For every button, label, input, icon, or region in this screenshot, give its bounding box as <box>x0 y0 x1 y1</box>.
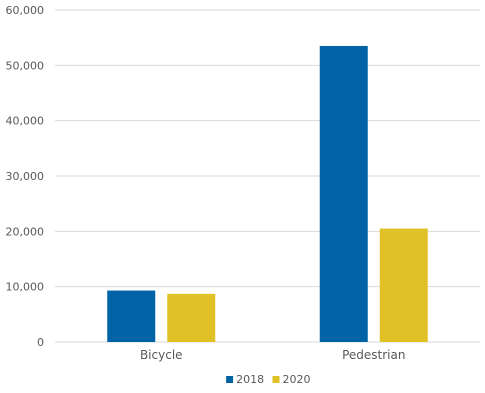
y-tick-label: 40,000 <box>6 115 45 128</box>
bars <box>107 45 428 342</box>
y-tick-label: 60,000 <box>6 4 45 17</box>
y-axis: 0 10,000 20,000 30,000 40,000 50,000 60,000 <box>6 4 45 349</box>
gridlines <box>55 9 480 343</box>
y-tick-label: 0 <box>37 336 44 349</box>
x-category-label: Pedestrian <box>342 348 405 362</box>
x-category-label: Bicycle <box>140 348 183 362</box>
bar-bicycle-2018 <box>107 290 156 342</box>
y-tick-label: 20,000 <box>6 225 45 238</box>
bar-pedestrian-2020 <box>379 228 428 342</box>
x-axis: Bicycle Pedestrian <box>140 348 405 362</box>
bar-bicycle-2020 <box>167 293 216 342</box>
legend: 2018 2020 <box>226 373 311 386</box>
legend-swatch <box>272 376 280 383</box>
legend-label: 2020 <box>283 373 311 386</box>
legend-swatch <box>226 376 234 383</box>
legend-label: 2018 <box>236 373 264 386</box>
y-tick-label: 30,000 <box>6 170 45 183</box>
y-tick-label: 10,000 <box>6 281 45 294</box>
y-tick-label: 50,000 <box>6 59 45 72</box>
bar-pedestrian-2018 <box>319 45 368 342</box>
